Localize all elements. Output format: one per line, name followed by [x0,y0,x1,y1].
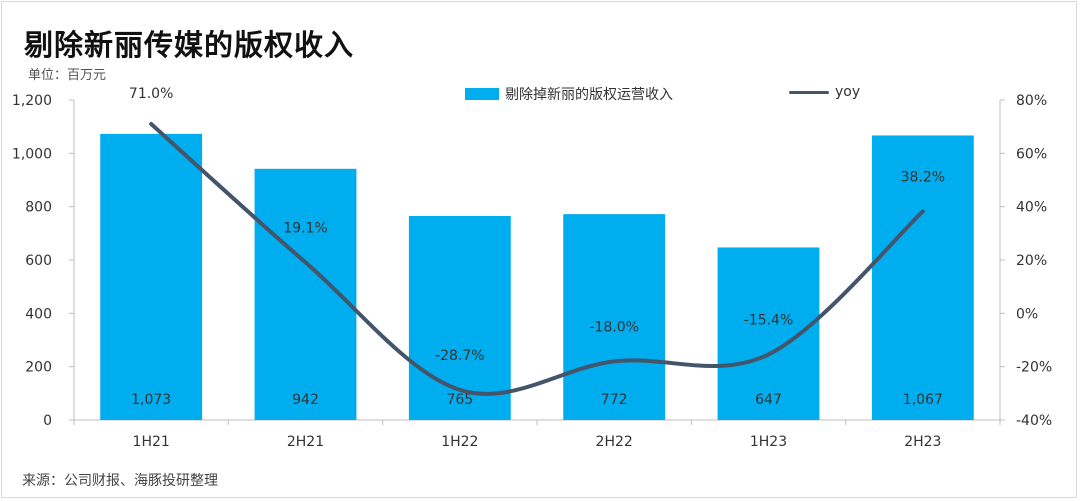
x-tick-label: 2H22 [596,434,633,450]
bar [408,216,511,420]
y-left-tick-label: 1,200 [12,93,52,109]
source-note: 来源：公司财报、海豚投研整理 [22,473,218,489]
x-tick-label: 1H22 [441,434,478,450]
bar-value-label: 1,073 [131,392,171,408]
yoy-value-label: 38.2% [901,169,945,185]
yoy-value-label: 71.0% [129,86,173,102]
legend-swatch-line [789,90,829,94]
y-right-tick-label: -20% [1016,360,1052,376]
yoy-value-label: -15.4% [744,312,794,328]
chart-title: 剔除新丽传媒的版权收入 [24,28,355,62]
bar-value-label: 647 [755,392,782,408]
x-tick-label: 1H21 [133,434,170,450]
x-tick-label: 1H23 [750,434,787,450]
yoy-value-label: -18.0% [589,319,639,335]
bar-value-label: 1,067 [903,392,943,408]
y-right-tick-label: 60% [1016,146,1047,162]
y-right-tick-label: 40% [1016,200,1047,216]
legend-swatch-bar [465,88,499,100]
y-left-tick-label: 0 [43,413,52,429]
yoy-line [149,122,925,396]
bar [871,135,974,420]
y-right-tick-label: 0% [1016,306,1038,322]
y-left-tick-label: 400 [25,306,52,322]
y-left-tick-label: 600 [25,253,52,269]
yoy-value-label: -28.7% [435,348,485,364]
x-tick-label: 2H21 [287,434,324,450]
legend-label-yoy: yoy [835,84,861,100]
unit-label: 单位：百万元 [28,68,107,83]
y-left-tick-label: 1,000 [12,146,52,162]
y-right-tick-label: 20% [1016,253,1047,269]
legend-label-revenue: 剔除掉新丽的版权运营收入 [505,87,673,103]
legend-item-yoy: yoy [789,84,860,100]
y-left-tick-label: 800 [25,200,52,216]
y-left-tick-label: 200 [25,360,52,376]
y-right-tick-label: -40% [1016,413,1052,429]
bar [563,214,666,420]
bar-value-label: 942 [292,392,319,408]
legend-item-revenue: 剔除掉新丽的版权运营收入 [465,84,673,104]
bar-value-label: 772 [601,392,628,408]
x-tick-label: 2H23 [904,434,941,450]
y-right-tick-label: 80% [1016,93,1047,109]
bar [100,133,203,420]
yoy-value-label: 19.1% [283,220,327,236]
bar-value-label: 765 [446,392,473,408]
